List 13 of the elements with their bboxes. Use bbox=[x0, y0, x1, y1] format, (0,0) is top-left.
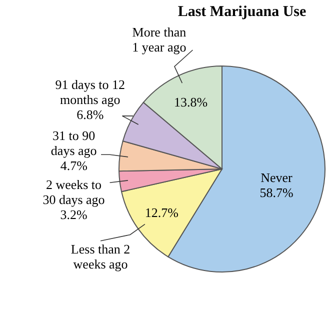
data-label: 3.2% bbox=[60, 206, 88, 222]
data-label: 12.7% bbox=[144, 204, 179, 220]
data-label: 58.7% bbox=[260, 184, 294, 200]
slice-label: 31 to 90 days ago bbox=[50, 128, 97, 158]
data-label: 13.8% bbox=[174, 94, 208, 110]
chart-title: Last Marijuana Use bbox=[178, 4, 307, 20]
data-label: 4.7% bbox=[60, 158, 88, 173]
slice-label: Never bbox=[260, 169, 294, 184]
slice-label: 91 days to 12 months ago bbox=[55, 76, 126, 106]
slice-label: More than 1 year ago bbox=[132, 24, 187, 54]
data-label: 6.8% bbox=[76, 106, 104, 122]
slice-label: Less than 2 weeks ago bbox=[70, 240, 130, 271]
slice-label: 2 weeks to 30 days ago bbox=[42, 176, 105, 207]
